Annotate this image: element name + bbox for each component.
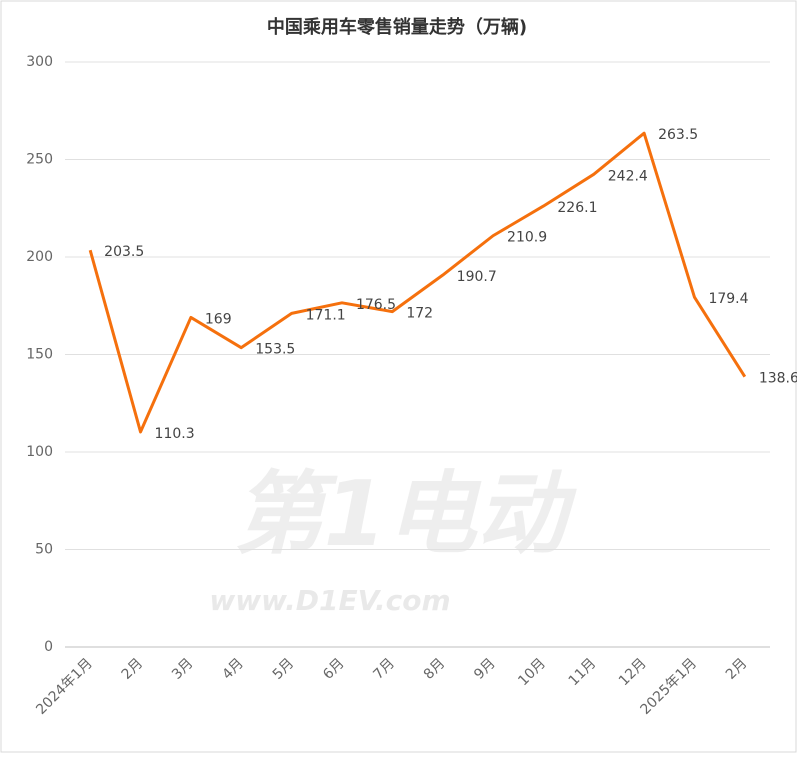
- data-label: 190.7: [457, 269, 497, 285]
- data-label: 172: [406, 306, 433, 322]
- data-label: 153.5: [255, 342, 295, 358]
- data-label: 242.4: [608, 168, 648, 184]
- y-tick-label: 0: [44, 639, 53, 655]
- data-label: 169: [205, 311, 232, 327]
- line: [88, 131, 747, 434]
- data-label: 110.3: [155, 426, 195, 442]
- watermark-url: www.D1EV.com: [209, 584, 450, 617]
- data-label: 210.9: [507, 230, 547, 246]
- data-label: 138.6: [759, 371, 797, 387]
- watermark: 第1电动: [234, 462, 578, 567]
- y-tick-label: 300: [26, 54, 53, 70]
- data-label: 263.5: [658, 127, 698, 143]
- y-tick-label: 150: [26, 347, 53, 363]
- y-tick-label: 250: [26, 152, 53, 168]
- data-label: 171.1: [306, 307, 346, 323]
- data-label: 179.4: [708, 291, 748, 307]
- y-tick-label: 200: [26, 249, 53, 265]
- data-label: 226.1: [557, 200, 597, 216]
- y-tick-label: 50: [35, 542, 53, 558]
- y-tick-label: 100: [26, 444, 53, 460]
- data-label: 203.5: [104, 244, 144, 260]
- chart-title: 中国乘用车零售销量走势（万辆): [267, 16, 527, 38]
- data-label: 176.5: [356, 297, 396, 313]
